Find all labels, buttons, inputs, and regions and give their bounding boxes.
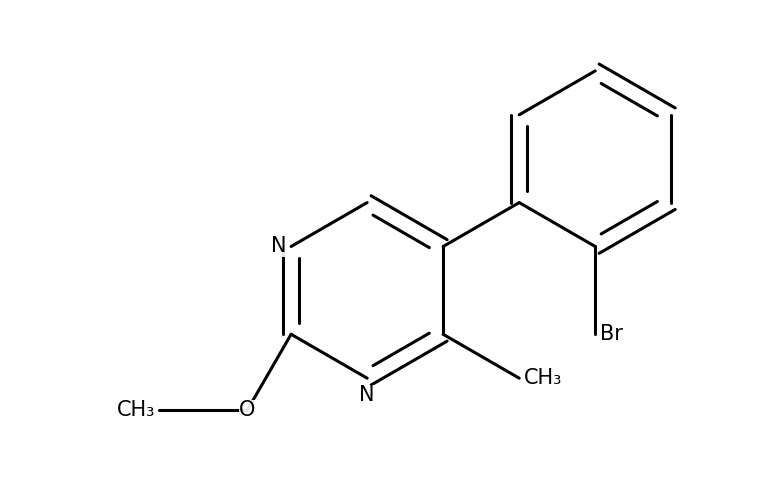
Text: CH₃: CH₃ <box>524 368 562 388</box>
Text: N: N <box>359 385 375 405</box>
Text: Br: Br <box>600 324 622 344</box>
Text: CH₃: CH₃ <box>117 400 155 420</box>
Text: O: O <box>239 400 255 420</box>
Text: N: N <box>272 237 287 256</box>
